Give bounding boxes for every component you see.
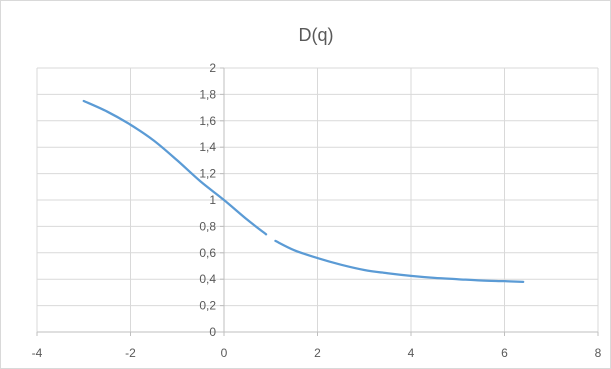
y-tick-label: 2 xyxy=(209,61,216,75)
x-tick-label: 2 xyxy=(314,346,321,360)
y-tick-label: 0,8 xyxy=(199,219,216,233)
y-tick-label: 0,6 xyxy=(199,246,216,260)
y-tick-label: 1,6 xyxy=(199,114,216,128)
y-tick-label: 1 xyxy=(209,193,216,207)
series-line-segment xyxy=(275,241,523,282)
x-tick-label: 4 xyxy=(408,346,415,360)
y-tick-label: 0,4 xyxy=(199,272,216,286)
x-tick-label: 0 xyxy=(221,346,228,360)
y-tick-label: 0 xyxy=(209,325,216,339)
y-tick-label: 1,2 xyxy=(199,167,216,181)
x-tick-label: 6 xyxy=(501,346,508,360)
y-tick-label: 0,2 xyxy=(199,299,216,313)
x-tick-label: -2 xyxy=(125,346,136,360)
x-tick-label: 8 xyxy=(595,346,602,360)
y-tick-label: 1,8 xyxy=(199,87,216,101)
x-tick-label: -4 xyxy=(32,346,43,360)
y-tick-label: 1,4 xyxy=(199,140,216,154)
chart-title: D(q) xyxy=(299,25,334,45)
